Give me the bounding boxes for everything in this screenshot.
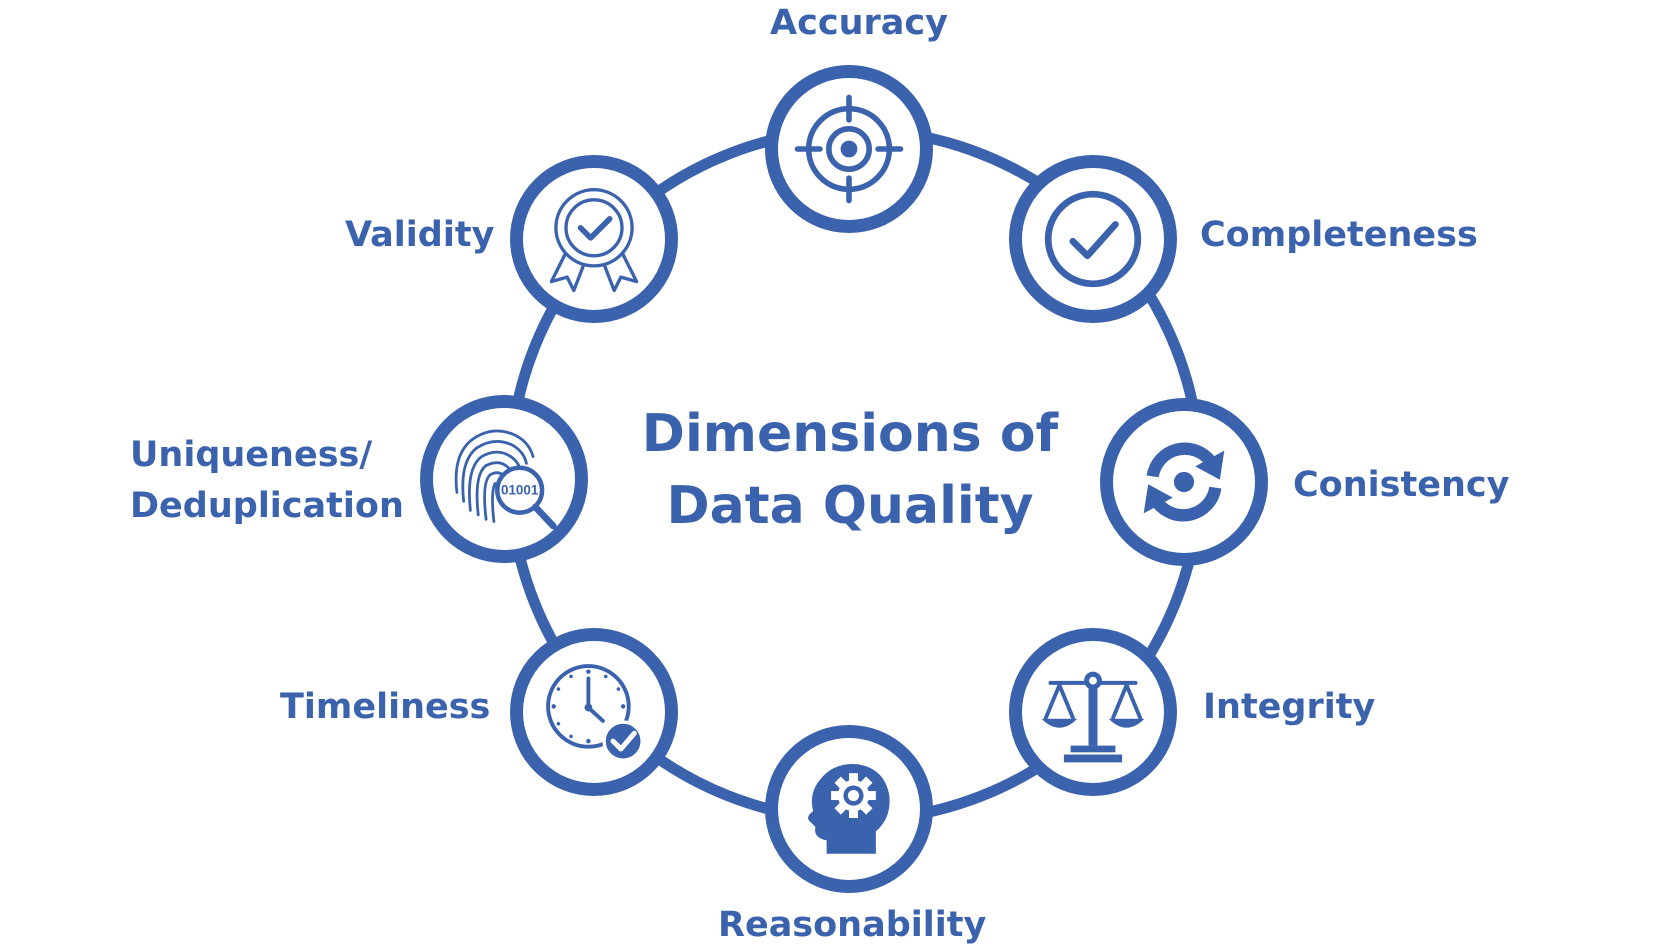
checkmark-circle-icon	[1044, 190, 1142, 288]
completeness-label: Completeness	[1200, 215, 1478, 255]
balance-scale-icon	[1041, 671, 1145, 763]
validity-label: Validity	[345, 215, 495, 255]
uniqueness-label-line-2: Deduplication	[130, 486, 404, 526]
reasonability-label: Reasonability	[718, 905, 987, 945]
svg-text:01001: 01001	[501, 483, 539, 498]
consistency-node	[1100, 398, 1268, 566]
head-gear-icon	[808, 763, 890, 854]
reasonability-node	[765, 725, 933, 893]
consistency-label: Conistency	[1293, 465, 1510, 505]
title-line-2: Data Quality	[666, 476, 1034, 536]
clock-check-icon	[546, 664, 644, 762]
diagram-title: Dimensions of Data Quality	[600, 398, 1100, 542]
sync-arrows-icon	[1143, 442, 1225, 522]
uniqueness-label: Uniqueness/ Deduplication	[130, 430, 404, 532]
uniqueness-node: 01001	[420, 395, 588, 563]
timeliness-node	[510, 628, 678, 796]
accuracy-node	[765, 65, 933, 233]
timeliness-label: Timeliness	[280, 687, 491, 727]
completeness-node	[1009, 155, 1177, 323]
target-crosshair-icon	[794, 94, 904, 204]
validity-node	[510, 155, 678, 323]
award-badge-check-icon	[549, 188, 639, 293]
integrity-node	[1009, 628, 1177, 796]
uniqueness-label-line-1: Uniqueness/	[130, 435, 373, 475]
integrity-label: Integrity	[1203, 687, 1376, 727]
title-line-1: Dimensions of	[641, 404, 1059, 464]
fingerprint-magnifier-icon: 01001	[454, 429, 557, 530]
accuracy-label: Accuracy	[770, 3, 948, 43]
